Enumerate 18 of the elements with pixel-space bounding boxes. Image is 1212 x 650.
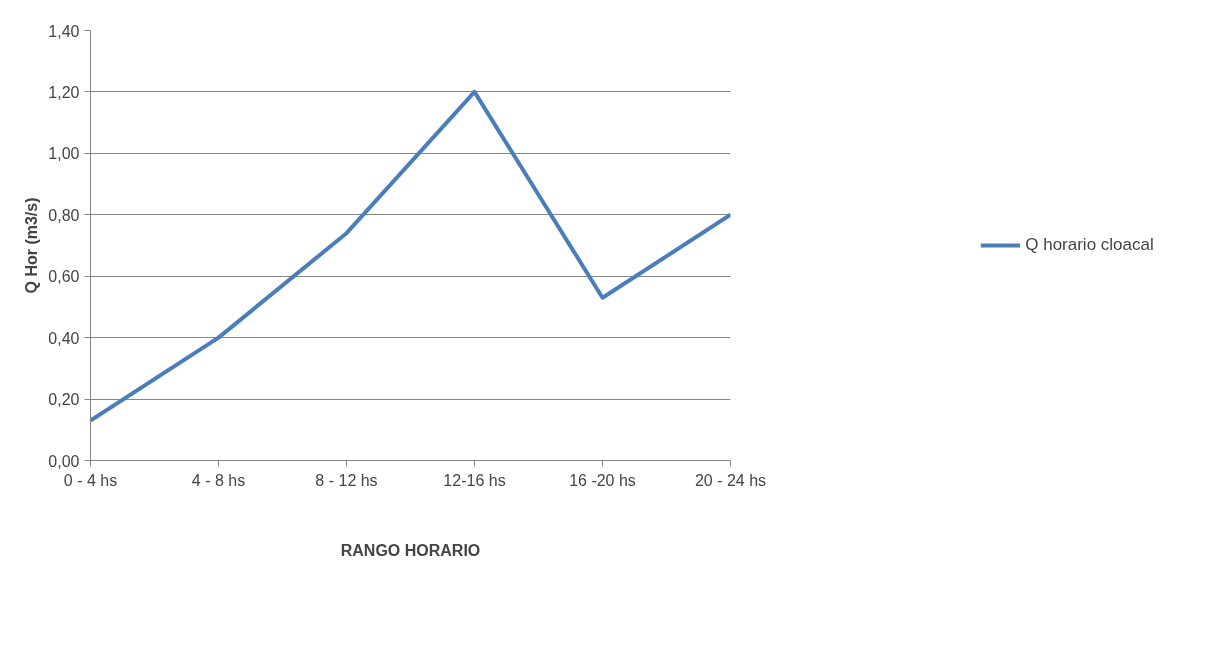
y-tick-label: 1,00: [48, 145, 80, 163]
x-tick-label: 20 - 24 hs: [694, 471, 767, 489]
x-tick-label: 16 -20 hs: [569, 471, 636, 489]
y-tick-label: 0,80: [48, 206, 80, 224]
y-axis-title: Q Hor (m3/s): [23, 197, 41, 294]
legend-label: Q horario cloacal: [1025, 235, 1154, 255]
x-tick-label: 8 - 12 hs: [315, 471, 378, 489]
y-tick-label: 1,20: [48, 83, 80, 101]
y-tick-label: 0,00: [48, 452, 80, 470]
x-tick-label: 4 - 8 hs: [191, 471, 246, 489]
line-series: [90, 89, 731, 423]
x-tick-label: 12-16 hs: [443, 471, 506, 489]
y-tick-label: 0,20: [48, 391, 80, 409]
y-tick-label: 0,40: [48, 329, 80, 347]
y-tick-label: 0,60: [48, 268, 80, 286]
y-tick-label: 1,40: [48, 22, 80, 40]
x-tick-label: 0 - 4 hs: [63, 471, 118, 489]
x-axis-title: RANGO HORARIO: [340, 541, 481, 559]
